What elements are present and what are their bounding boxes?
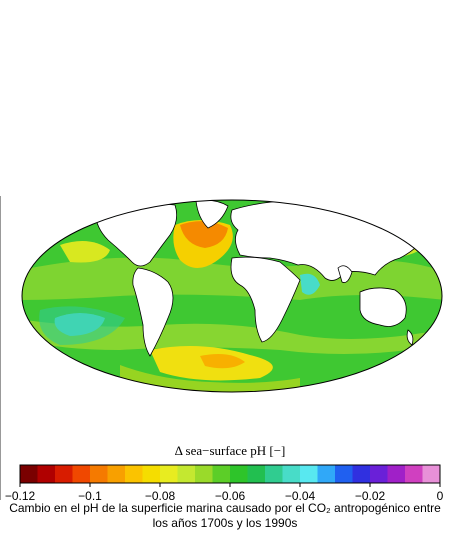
caption-line: los años 1700s y los 1990s (152, 516, 298, 530)
colorbar-tick-label: −0.08 (145, 489, 176, 500)
colorbar-swatch (72, 465, 91, 483)
india (337, 265, 353, 283)
colorbar: −0.12 −0.1 −0.08 −0.06 −0.04 −0.02 0 (5, 464, 444, 500)
colorbar-tick-label: 0 (437, 489, 444, 500)
caption-line: Cambio en el pH de la superficie marina … (9, 501, 441, 515)
map-outline (21, 199, 443, 393)
colorbar-swatch (352, 465, 371, 483)
caption: Cambio en el pH de la superficie marina … (0, 501, 450, 531)
colorbar-swatch (230, 465, 248, 483)
arabian-sea-cyan (300, 273, 320, 295)
colorbar-swatch (37, 465, 56, 483)
colorbar-tick-label: −0.04 (285, 489, 316, 500)
indonesia-australia (359, 287, 407, 327)
south-america (132, 267, 174, 357)
colorbar-swatch (90, 465, 108, 483)
colorbar-swatch (177, 465, 196, 483)
colorbar-swatch (300, 465, 318, 483)
colorbar-swatch (107, 465, 126, 483)
colorbar-swatch (55, 465, 73, 483)
colorbar-swatch (387, 465, 406, 483)
colorbar-tick-label: −0.12 (5, 489, 36, 500)
south-atlantic-orange (200, 354, 245, 369)
north-atlantic-orange (180, 221, 228, 248)
colorbar-tick-label: −0.06 (215, 489, 246, 500)
north-pacific-yellow (60, 241, 110, 263)
colorbar-swatch (370, 465, 388, 483)
colorbar-swatch (265, 465, 283, 483)
colorbar-swatch (20, 465, 38, 483)
colorbar-swatch (282, 465, 301, 483)
colorbar-swatch (405, 465, 423, 483)
figure: Δ sea−surface pH [−] −0.12 −0.1 −0.08 −0.06… (0, 196, 444, 500)
colorbar-swatch (317, 465, 336, 483)
colorbar-swatch (160, 465, 178, 483)
africa (230, 256, 301, 343)
colorbar-tick-label: −0.02 (355, 489, 386, 500)
colorbar-swatch (335, 465, 353, 483)
colorbar-swatch (195, 465, 213, 483)
colorbar-swatch (247, 465, 266, 483)
colorbar-title: Δ sea−surface pH [−] (175, 443, 286, 458)
south-band (25, 320, 440, 354)
colorbar-tick-label: −0.1 (78, 489, 102, 500)
colorbar-swatch (125, 465, 143, 483)
colorbar-swatch (212, 465, 231, 483)
colorbar-swatch (422, 465, 441, 483)
colorbar-swatch (142, 465, 161, 483)
south-pacific-teal (39, 306, 125, 345)
